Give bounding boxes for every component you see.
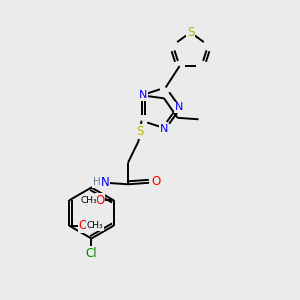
Text: N: N [139,90,147,100]
Text: CH₃: CH₃ [80,196,97,205]
Text: N: N [160,124,168,134]
Text: CH₃: CH₃ [86,221,103,230]
Text: N: N [100,176,109,189]
Text: Cl: Cl [85,247,97,260]
Text: O: O [78,219,88,232]
Text: O: O [95,194,105,207]
Text: N: N [175,102,183,112]
Text: O: O [151,175,160,188]
Text: S: S [136,125,143,138]
Text: S: S [187,26,194,39]
Text: H: H [93,177,101,187]
